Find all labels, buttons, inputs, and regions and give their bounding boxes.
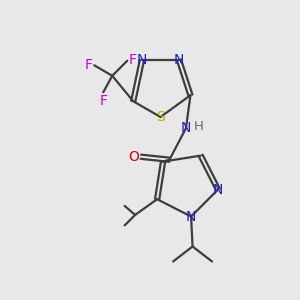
Text: F: F (85, 58, 93, 72)
Text: N: N (174, 53, 184, 67)
Text: H: H (194, 120, 203, 133)
Text: S: S (156, 110, 165, 124)
Text: N: N (186, 209, 196, 224)
Text: O: O (128, 150, 139, 164)
Text: F: F (129, 53, 136, 67)
Text: N: N (181, 121, 191, 135)
Text: F: F (99, 94, 107, 108)
Text: N: N (213, 183, 223, 196)
Text: N: N (137, 53, 147, 67)
